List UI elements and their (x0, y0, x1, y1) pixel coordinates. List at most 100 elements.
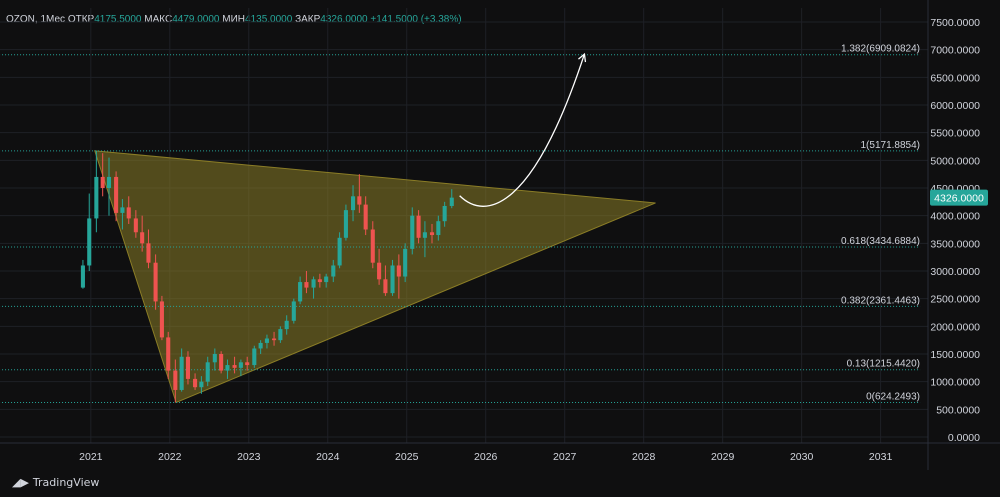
current-price-label: 4326.0000 (934, 193, 984, 205)
close-label: ЗАКР (295, 14, 321, 25)
x-tick-label: 2027 (553, 451, 577, 463)
candle-body (252, 348, 257, 366)
candle-body (370, 229, 375, 263)
y-tick-label: 500.0000 (936, 404, 980, 416)
candle-body (225, 365, 230, 371)
candle-body (350, 196, 356, 211)
candle-body (357, 196, 362, 205)
x-tick-label: 2025 (395, 451, 419, 463)
fib-level-label: 0.13(1215.4420) (847, 359, 920, 370)
high-value: 4479.0000 (172, 14, 220, 25)
x-tick-label: 2030 (790, 451, 814, 463)
x-tick-label: 2028 (632, 451, 656, 463)
candle-body (238, 362, 243, 368)
brand-name: TradingView (32, 476, 100, 489)
x-tick-label: 2023 (237, 451, 261, 463)
candle-body (311, 279, 316, 288)
candle-body (416, 215, 421, 238)
y-tick-label: 4000.0000 (930, 211, 980, 223)
candle-body (166, 337, 171, 371)
candle-body (219, 354, 224, 371)
candle-body (146, 243, 151, 263)
candle-body (343, 210, 348, 238)
y-tick-label: 5000.0000 (930, 155, 980, 167)
candle-body (403, 248, 408, 277)
candle-body (245, 362, 250, 366)
candle-body (212, 354, 217, 363)
candle-body (272, 338, 277, 341)
x-tick-label: 2026 (474, 451, 498, 463)
x-tick-label: 2029 (711, 451, 735, 463)
fib-level-label: 0(624.2493) (866, 391, 920, 402)
candle-body (133, 218, 138, 233)
y-tick-label: 2000.0000 (930, 321, 980, 333)
candle-body (390, 265, 395, 294)
candle-body (100, 176, 105, 188)
fib-level-label: 0.382(2361.4463) (841, 295, 920, 306)
candle-body (173, 370, 178, 390)
candle-body (153, 262, 158, 302)
close-value: 4326.0000 (320, 14, 368, 25)
candle-body (377, 262, 382, 280)
y-tick-label: 7500.0000 (930, 17, 980, 29)
candle-body (298, 282, 303, 302)
candle-body (449, 197, 454, 206)
candle-body (87, 218, 92, 266)
candle-body (410, 215, 415, 249)
change-value: +141.5000 (370, 14, 418, 25)
projection-arrow (459, 53, 586, 207)
y-tick-label: 1000.0000 (930, 377, 980, 389)
candle-body (422, 232, 427, 238)
y-tick-label: 3000.0000 (930, 266, 980, 278)
fib-level-label: 1.382(6909.0824) (841, 44, 920, 55)
open-value: 4175.5000 (94, 14, 142, 25)
candle-body (324, 276, 329, 283)
candle-body (80, 265, 85, 288)
candle-body (205, 362, 210, 382)
candle-body (258, 342, 263, 349)
current-price-badge (930, 189, 988, 206)
candle-body (337, 237, 342, 266)
x-tick-label: 2021 (79, 451, 103, 463)
candle-body (120, 207, 125, 213)
candle-body (193, 378, 198, 388)
candle-body (140, 232, 145, 244)
candle-body (159, 301, 164, 338)
candle-body (363, 204, 368, 230)
low-value: 4135.0000 (245, 14, 293, 25)
symbol-label[interactable]: OZON (6, 14, 35, 25)
y-tick-label: 6000.0000 (930, 100, 980, 112)
candle-body (304, 282, 309, 288)
candle-body (436, 221, 441, 236)
candle-body (264, 338, 269, 343)
candle-body (383, 279, 388, 294)
x-tick-label: 2022 (158, 451, 182, 463)
y-tick-label: 0.0000 (948, 432, 980, 444)
candle-body (396, 265, 401, 277)
tradingview-logo-icon: ◢▶ (12, 476, 29, 489)
interval-label[interactable]: 1Мес (40, 14, 66, 25)
candle-body (114, 176, 119, 213)
fib-level-label: 1(5171.8854) (861, 140, 921, 151)
candle-body (284, 320, 289, 330)
candle-body (179, 356, 184, 390)
y-tick-label: 2500.0000 (930, 294, 980, 306)
brand-footer[interactable]: ◢▶ TradingView (12, 476, 99, 489)
x-tick-label: 2024 (316, 451, 340, 463)
change-percent: (+3.38%) (420, 14, 462, 25)
y-tick-label: 7000.0000 (930, 45, 980, 57)
candle-body (442, 205, 447, 222)
chart-header: OZON, 1Мес ОТКР4175.5000 МАКС4479.0000 М… (6, 14, 462, 25)
candle-body (94, 176, 99, 219)
candle-body (232, 365, 237, 368)
y-tick-label: 3500.0000 (930, 238, 980, 250)
low-label: МИН (222, 14, 246, 25)
fib-level-label: 0.618(3434.6884) (841, 236, 920, 247)
candle-body (429, 232, 435, 236)
high-label: МАКС (144, 14, 173, 25)
open-label: ОТКР (67, 14, 95, 25)
candle-body (278, 329, 283, 341)
candle-body (199, 381, 204, 388)
candle-body (291, 301, 296, 321)
